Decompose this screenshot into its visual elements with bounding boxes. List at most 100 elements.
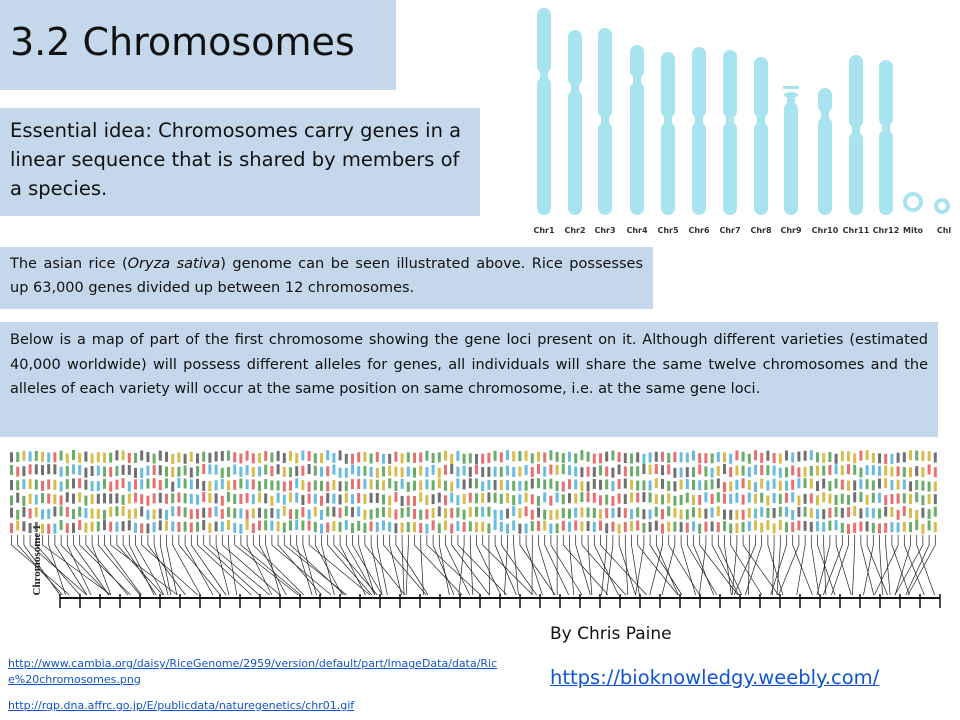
locus-label (766, 480, 770, 491)
locus-label (28, 508, 32, 519)
locus-line (866, 535, 888, 596)
locus-label (357, 478, 361, 489)
locus-line (234, 535, 299, 596)
locus-label (121, 506, 125, 517)
locus-label (307, 451, 311, 462)
chromosome-arm (754, 122, 768, 215)
locus-label (41, 509, 44, 520)
locus-label (450, 523, 454, 534)
map-label: Chromosome 1 (31, 525, 43, 596)
website-link[interactable]: https://bioknowledgy.weebly.com/ (550, 666, 880, 689)
locus-label (617, 464, 621, 475)
locus-label (685, 492, 689, 503)
locus-line (916, 535, 936, 596)
locus-label (524, 480, 528, 491)
locus-label (555, 509, 559, 520)
locus-label (450, 481, 454, 492)
chromosome-arm (692, 122, 706, 215)
locus-line (389, 535, 403, 596)
locus-label (165, 493, 168, 504)
locus-label (282, 466, 286, 477)
locus-label (847, 523, 850, 534)
locus-label (264, 450, 268, 461)
locus-label (357, 520, 361, 531)
locus-label (847, 464, 850, 475)
locus-label (103, 509, 106, 520)
source-link[interactable]: http://rgp.dna.affrc.go.jp/E/publicdata/… (8, 699, 355, 712)
locus-label (22, 506, 26, 517)
locus-line (778, 535, 800, 596)
locus-label (158, 520, 162, 531)
locus-label (165, 509, 168, 520)
locus-label (307, 481, 311, 492)
locus-label (822, 478, 826, 489)
locus-label (84, 507, 88, 518)
locus-label (326, 506, 330, 517)
locus-label (499, 466, 503, 477)
locus-label (902, 521, 906, 532)
locus-label (127, 520, 131, 531)
centromere (571, 82, 579, 94)
locus-label (270, 520, 274, 531)
locus-label (47, 493, 51, 504)
locus-label (884, 522, 888, 533)
locus-label (16, 509, 20, 520)
locus-label (729, 509, 733, 520)
locus-label (679, 522, 683, 533)
locus-label (251, 467, 255, 478)
locus-label (140, 450, 144, 461)
locus-label (878, 478, 881, 489)
locus-label (276, 521, 280, 532)
essential-idea: Essential idea: Chromosomes carry genes … (0, 108, 480, 216)
locus-label (227, 520, 230, 531)
locus-label (313, 453, 317, 464)
locus-line (438, 535, 450, 596)
locus-label (865, 465, 869, 476)
locus-label (121, 464, 125, 475)
locus-label (487, 506, 491, 517)
locus-label (425, 467, 429, 478)
locus-label (65, 453, 69, 464)
locus-label (493, 509, 497, 520)
locus-label (134, 452, 137, 463)
locus-label (623, 453, 627, 464)
locus-label (450, 464, 454, 475)
locus-label (555, 451, 559, 462)
locus-line (575, 535, 591, 596)
locus-label (828, 507, 832, 518)
source-link[interactable]: http://www.cambia.org/daisy/RiceGenome/2… (8, 657, 498, 686)
locus-label (357, 452, 361, 463)
locus-label (611, 450, 615, 461)
locus-label (909, 522, 912, 533)
locus-label (419, 509, 423, 520)
locus-label (512, 451, 516, 462)
locus-label (158, 480, 162, 491)
locus-label (896, 509, 900, 520)
locus-label (437, 523, 441, 534)
mito (903, 192, 923, 212)
locus-label (549, 523, 553, 534)
locus-label (258, 466, 261, 477)
locus-line (655, 535, 679, 596)
locus-label (766, 450, 770, 461)
locus-label (214, 464, 218, 475)
locus-line (265, 535, 281, 596)
locus-label (487, 523, 491, 534)
locus-line (835, 535, 852, 596)
locus-label (599, 509, 602, 520)
locus-label (382, 494, 385, 505)
locus-label (183, 478, 187, 489)
locus-label (747, 521, 751, 532)
chromosome-cap (783, 86, 799, 89)
locus-label (778, 467, 782, 478)
locus-label (72, 493, 75, 504)
locus-label (47, 523, 51, 534)
locus-label (580, 481, 584, 492)
locus-label (692, 495, 695, 506)
locus-label (766, 507, 770, 518)
locus-line (500, 535, 537, 596)
locus-label (506, 508, 509, 519)
locus-label (84, 495, 88, 506)
chromosome-label: Mito (903, 226, 924, 235)
locus-label (493, 520, 497, 531)
